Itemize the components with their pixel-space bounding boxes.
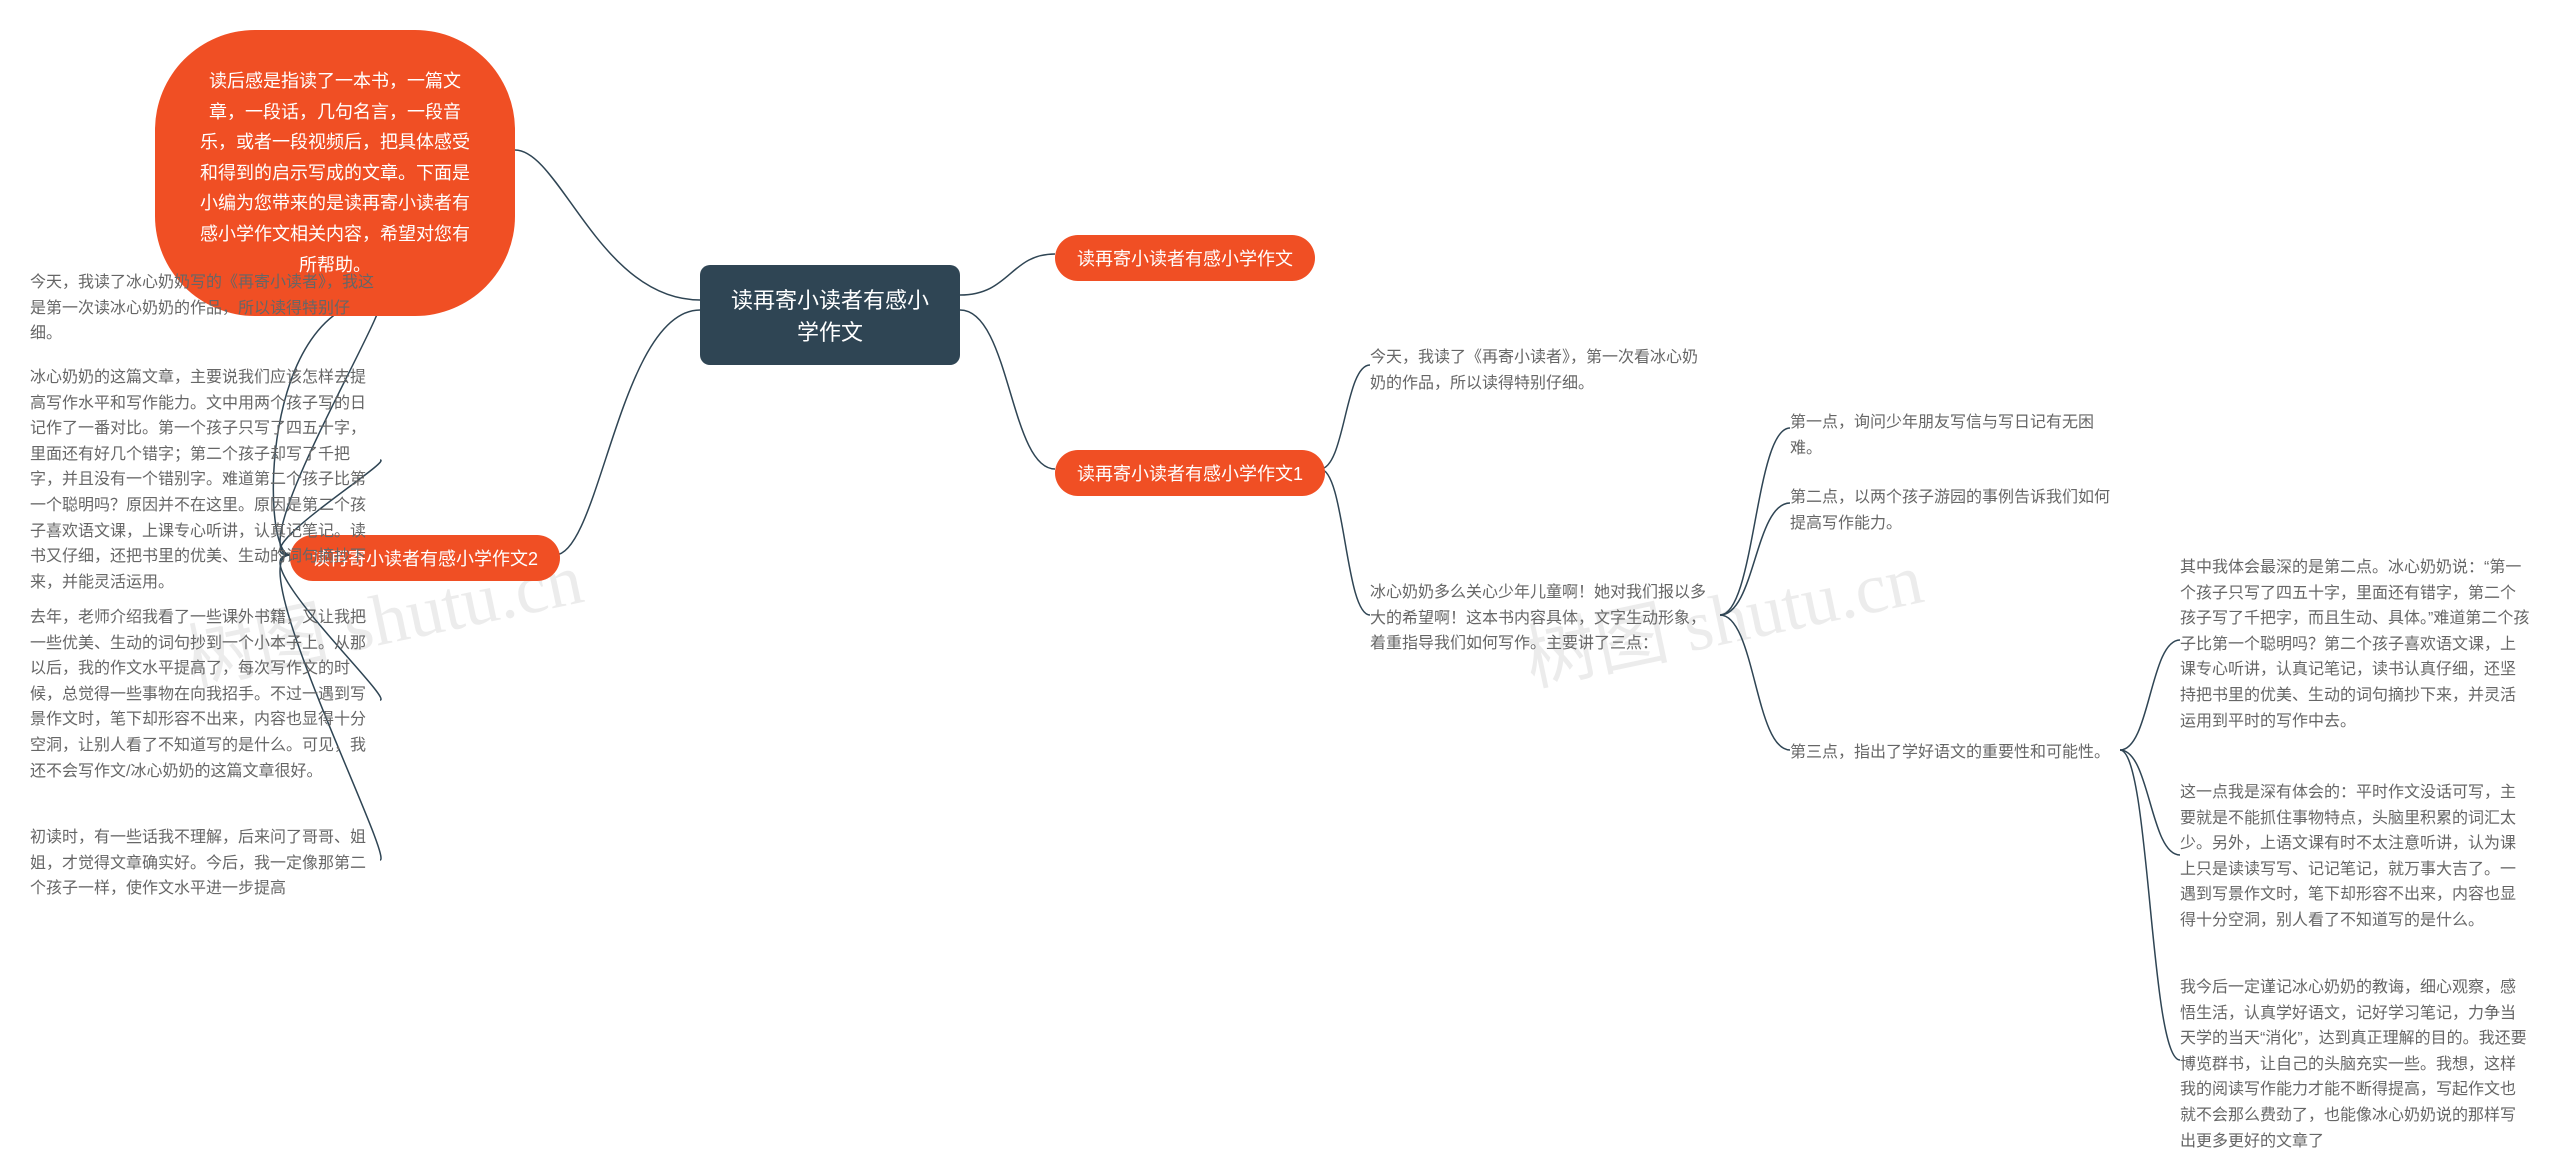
essay2-para: 初读时，有一些话我不理解，后来问了哥哥、姐姐，才觉得文章确实好。今后，我一定像那… — [30, 825, 380, 902]
essay1-title-label: 读再寄小读者有感小学作文1 — [1077, 464, 1303, 484]
essay2-para: 冰心奶奶的这篇文章，主要说我们应该怎样去提高写作水平和写作能力。文中用两个孩子写… — [30, 365, 380, 595]
essay1-point: 第三点，指出了学好语文的重要性和可能性。 — [1790, 740, 2120, 766]
essay1-subpoint: 我今后一定谨记冰心奶奶的教诲，细心观察，感悟生活，认真学好语文，记好学习笔记，力… — [2180, 975, 2530, 1154]
essay1-point: 第一点，询问少年朋友写信与写日记有无困难。 — [1790, 410, 2120, 461]
essay1-title[interactable]: 读再寄小读者有感小学作文1 — [1055, 450, 1325, 496]
essay1-subpoint: 其中我体会最深的是第二点。冰心奶奶说：“第一个孩子只写了四五十字，里面还有错字，… — [2180, 555, 2530, 734]
right-title[interactable]: 读再寄小读者有感小学作文 — [1055, 235, 1315, 281]
essay2-para: 今天，我读了冰心奶奶写的《再寄小读者》，我这是第一次读冰心奶奶的作品，所以读得特… — [30, 270, 380, 347]
intro-text: 读后感是指读了一本书，一篇文章，一段话，几句名言，一段音乐，或者一段视频后，把具… — [200, 71, 470, 275]
essay1-point: 第二点，以两个孩子游园的事例告诉我们如何提高写作能力。 — [1790, 485, 2120, 536]
essay1-intro: 今天，我读了《再寄小读者》，第一次看冰心奶奶的作品，所以读得特别仔细。 — [1370, 345, 1710, 396]
essay2-para: 去年，老师介绍我看了一些课外书籍，又让我把一些优美、生动的词句抄到一个小本子上。… — [30, 605, 380, 784]
root-label: 读再寄小读者有感小学作文 — [731, 288, 929, 345]
essay1-summary: 冰心奶奶多么关心少年儿童啊！她对我们报以多大的希望啊！这本书内容具体，文字生动形… — [1370, 580, 1720, 657]
root-node[interactable]: 读再寄小读者有感小学作文 — [700, 265, 960, 365]
right-title-label: 读再寄小读者有感小学作文 — [1077, 249, 1293, 269]
essay1-subpoint: 这一点我是深有体会的：平时作文没话可写，主要就是不能抓住事物特点，头脑里积累的词… — [2180, 780, 2530, 934]
